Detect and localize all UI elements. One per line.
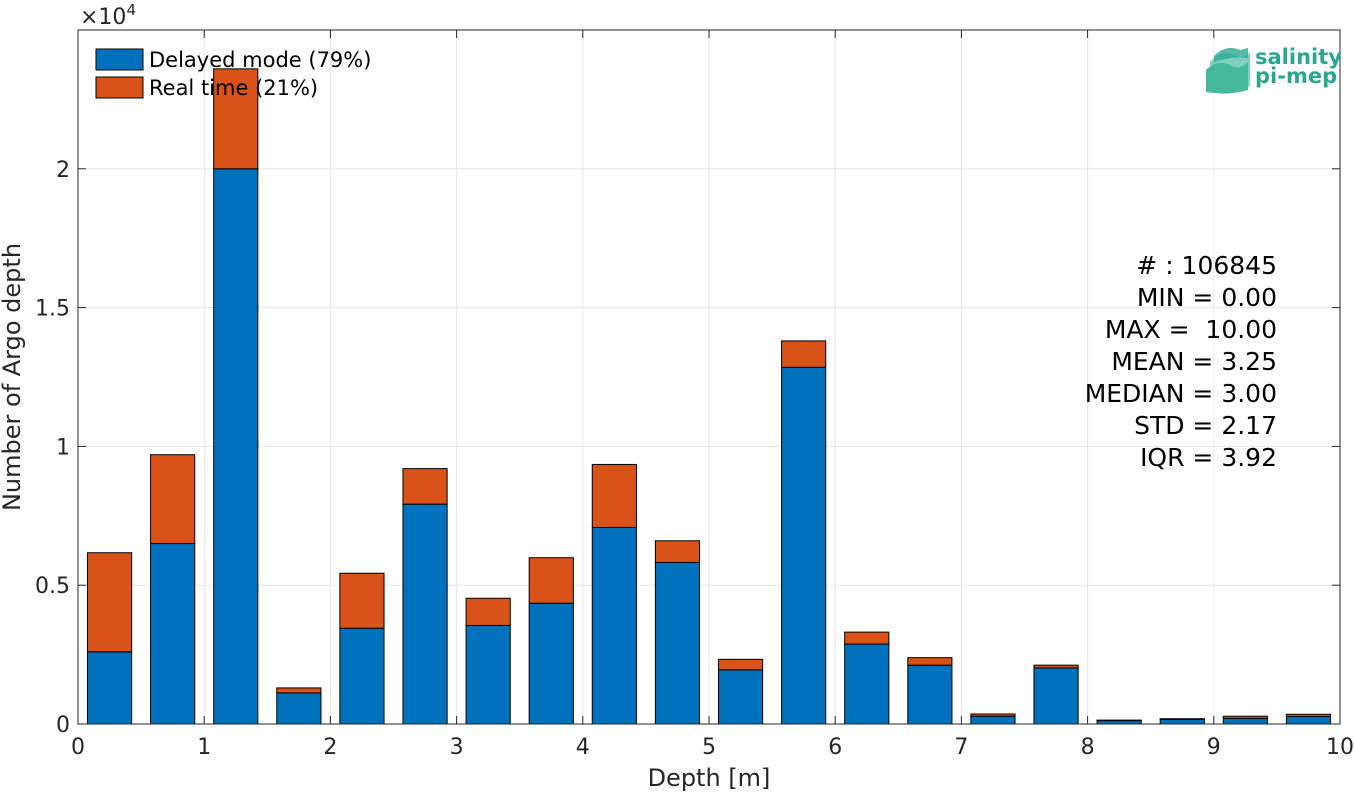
x-tick-label: 7 bbox=[954, 735, 968, 760]
x-tick-label: 3 bbox=[450, 735, 464, 760]
x-tick-label: 5 bbox=[702, 735, 716, 760]
x-tick-label: 10 bbox=[1326, 735, 1354, 760]
stats-count: # : 106845 bbox=[1136, 251, 1277, 280]
bar-delayed-mode bbox=[717, 669, 764, 725]
bar-real-time bbox=[1222, 715, 1268, 719]
bar-delayed-mode bbox=[86, 651, 133, 725]
x-tick-label: 8 bbox=[1081, 735, 1095, 760]
legend: Delayed mode (79%) Real time (21%) bbox=[95, 48, 371, 100]
bar-real-time bbox=[528, 557, 574, 604]
legend-label-realtime: Real time (21%) bbox=[149, 76, 318, 100]
bar-delayed-mode bbox=[150, 543, 196, 725]
bar-real-time bbox=[717, 658, 764, 671]
y-tick-label: 1 bbox=[56, 435, 70, 460]
stats-mean: MEAN = 3.25 bbox=[1111, 347, 1277, 376]
y-axis-label: Number of Argo depth bbox=[0, 243, 26, 511]
legend-swatch-delayed bbox=[95, 48, 144, 71]
bar-delayed-mode bbox=[276, 692, 322, 725]
y-exponent-power: 4 bbox=[126, 1, 136, 19]
stats-min: MIN = 0.00 bbox=[1137, 283, 1277, 312]
y-ticks: 0 0.5 1 1.5 2 bbox=[35, 158, 1340, 738]
legend-swatch-realtime bbox=[95, 76, 144, 99]
y-tick-label: 2 bbox=[56, 158, 70, 183]
x-tick-label: 4 bbox=[576, 735, 590, 760]
x-tick-label: 6 bbox=[828, 735, 842, 760]
bar-delayed-mode bbox=[907, 664, 953, 725]
x-tick-label: 0 bbox=[71, 735, 85, 760]
y-exponent-label: ×104 bbox=[80, 1, 136, 30]
bar-real-time bbox=[402, 468, 448, 505]
bar-delayed-mode bbox=[654, 561, 701, 725]
bar-delayed-mode bbox=[528, 602, 574, 725]
bar-delayed-mode bbox=[213, 168, 259, 725]
bar-delayed-mode bbox=[339, 627, 385, 725]
bar-delayed-mode bbox=[465, 624, 511, 725]
stats-box: # : 106845 MIN = 0.00 MAX = 10.00 MEAN =… bbox=[1085, 251, 1277, 472]
stats-iqr: IQR = 3.92 bbox=[1140, 443, 1277, 472]
salinity-pimep-logo: salinity pi-mep bbox=[1206, 45, 1342, 94]
wave-logo-icon bbox=[1206, 48, 1250, 94]
stats-median: MEDIAN = 3.00 bbox=[1085, 379, 1277, 408]
stats-max: MAX = 10.00 bbox=[1105, 315, 1277, 344]
bar-real-time bbox=[276, 687, 322, 694]
y-tick-label: 0.5 bbox=[35, 574, 70, 599]
x-axis-label: Depth [m] bbox=[648, 764, 771, 792]
x-ticks: 0 1 2 3 4 5 6 7 8 9 10 bbox=[71, 30, 1354, 760]
bar-delayed-mode bbox=[1159, 718, 1205, 725]
x-tick-label: 2 bbox=[323, 735, 337, 760]
bar-real-time bbox=[970, 713, 1016, 717]
bar-delayed-mode bbox=[1222, 717, 1268, 725]
bar-real-time bbox=[1285, 713, 1332, 718]
logo-text-line2: pi-mep bbox=[1255, 64, 1337, 88]
x-tick-label: 1 bbox=[197, 735, 211, 760]
bar-real-time bbox=[1159, 718, 1205, 720]
y-tick-label: 0 bbox=[56, 713, 70, 738]
bar-real-time bbox=[1096, 719, 1142, 722]
bar-real-time bbox=[339, 572, 385, 629]
bar-real-time bbox=[1033, 664, 1079, 669]
bar-delayed-mode bbox=[1285, 716, 1332, 725]
bar-real-time bbox=[844, 631, 890, 645]
bar-delayed-mode bbox=[844, 643, 890, 725]
bars-group bbox=[86, 68, 1332, 725]
bar-delayed-mode bbox=[781, 366, 827, 725]
bar-delayed-mode bbox=[402, 503, 448, 725]
bar-real-time bbox=[150, 454, 196, 545]
bar-real-time bbox=[907, 657, 953, 666]
bar-real-time bbox=[654, 540, 701, 563]
bar-delayed-mode bbox=[591, 526, 637, 725]
legend-label-delayed: Delayed mode (79%) bbox=[149, 48, 371, 72]
bar-real-time bbox=[465, 597, 511, 626]
stats-std: STD = 2.17 bbox=[1134, 411, 1277, 440]
bar-delayed-mode bbox=[1033, 667, 1079, 725]
bar-real-time bbox=[591, 463, 637, 528]
logo-text-line1: salinity bbox=[1255, 45, 1342, 69]
y-tick-label: 1.5 bbox=[35, 297, 70, 322]
bar-real-time bbox=[213, 68, 259, 170]
bar-real-time bbox=[781, 340, 827, 368]
bar-delayed-mode bbox=[970, 715, 1016, 725]
bar-real-time bbox=[86, 552, 133, 653]
x-tick-label: 9 bbox=[1207, 735, 1221, 760]
